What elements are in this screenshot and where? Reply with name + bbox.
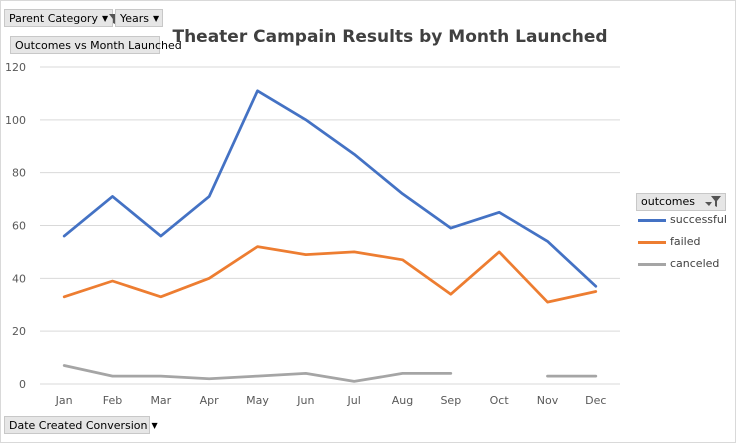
x-tick-label: Feb [103,394,122,407]
series-line-successful [62,89,598,288]
parent-category-label: Parent Category [9,12,98,25]
x-tick-label: Sep [440,394,461,407]
y-tick-label: 0 [19,378,26,391]
chart-title: Theater Campain Results by Month Launche… [172,27,608,47]
y-tick-label: 80 [12,167,26,180]
legend-swatch [638,263,666,266]
date-created-conversion-button[interactable]: Date Created Conversion ▼ [4,416,158,434]
legend-outcomes-filter[interactable]: outcomes [636,193,726,211]
chevron-down-icon: ▼ [101,14,109,23]
y-tick-label: 40 [12,272,26,285]
x-tick-label: Oct [490,394,510,407]
x-tick-label: Mar [150,394,171,407]
filter-icon [705,196,721,207]
legend-swatch [638,219,666,222]
y-tick-label: 20 [12,325,26,338]
years-filter-button[interactable]: Years ▼ [115,9,163,27]
y-tick-label: 60 [12,220,26,233]
x-tick-label: Jun [296,394,314,407]
legend-swatch [638,241,666,244]
y-tick-label: 120 [5,61,26,74]
x-tick-label: Nov [537,394,559,407]
outcomes-vs-month-field[interactable]: Outcomes vs Month Launched [10,36,182,54]
legend-header-label: outcomes [641,195,696,208]
outcomes-vs-month-label: Outcomes vs Month Launched [15,39,182,52]
legend-label: canceled [670,257,720,270]
x-tick-label: Apr [200,394,220,407]
x-tick-label: Aug [392,394,413,407]
chevron-down-icon: ▼ [153,14,160,23]
chevron-down-icon: ▼ [151,421,158,430]
y-tick-label: 100 [5,114,26,127]
years-label: Years [120,12,150,25]
x-tick-label: Dec [585,394,606,407]
date-created-label: Date Created Conversion [9,419,148,432]
legend-label: successful [670,213,727,226]
series-line-failed [62,245,598,304]
x-tick-label: Jul [347,394,361,407]
legend-label: failed [670,235,701,248]
x-tick-label: Jan [55,394,73,407]
series-line-canceled [62,364,453,383]
x-tick-label: May [246,394,269,407]
